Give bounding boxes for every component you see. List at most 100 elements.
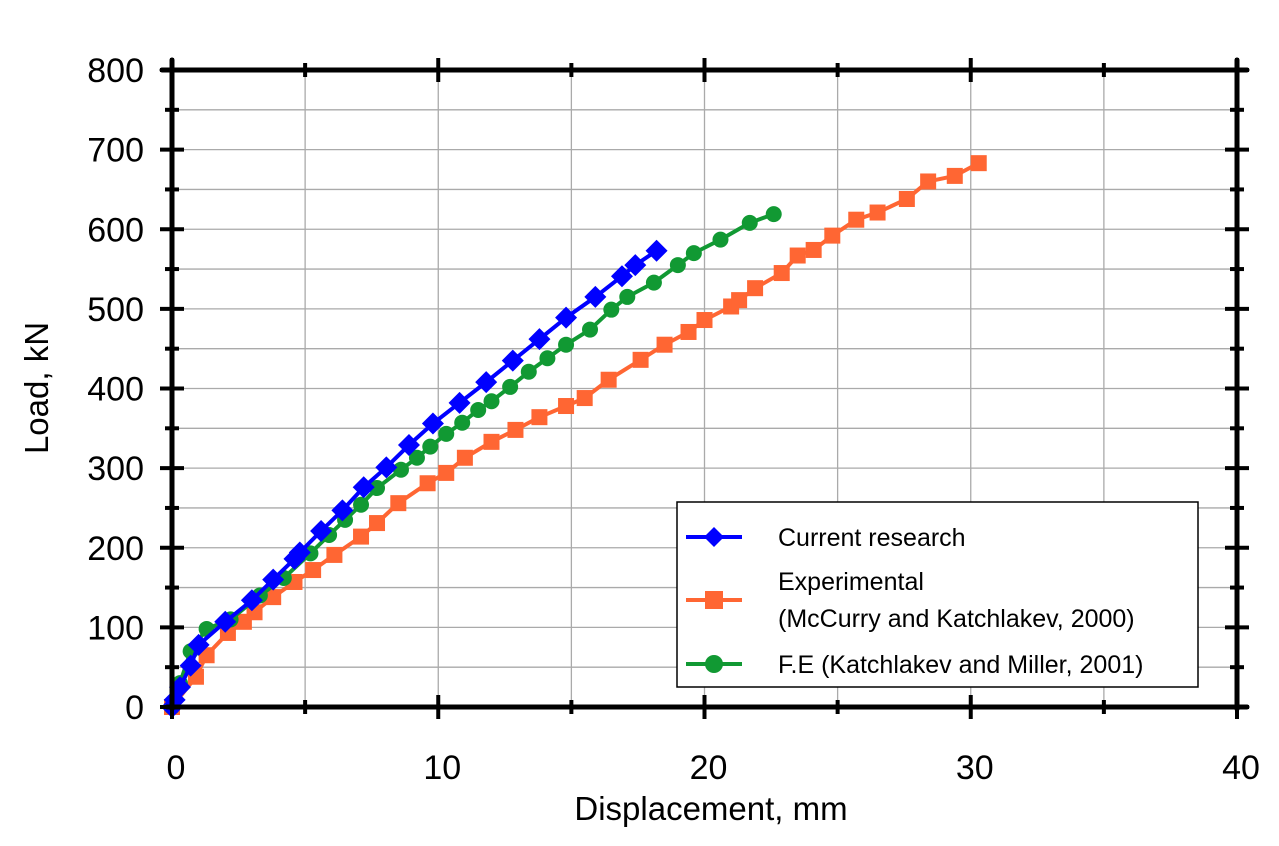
y-tick-label: 400 — [87, 371, 144, 409]
legend-label: F.E (Katchlakev and Miller, 2001) — [778, 651, 1143, 679]
square-marker-icon — [946, 167, 963, 184]
circle-marker-icon — [619, 288, 636, 305]
diamond-marker-icon — [475, 371, 498, 394]
diamond-marker-icon — [421, 412, 444, 435]
circle-marker-icon — [685, 245, 702, 262]
diamond-marker-icon — [584, 285, 607, 308]
legend-label-line-2: (McCurry and Katchlakev, 2000) — [778, 605, 1135, 633]
square-marker-icon — [789, 247, 806, 264]
circle-marker-icon — [470, 401, 487, 418]
circle-marker-icon — [454, 414, 471, 431]
circle-marker-icon — [438, 425, 455, 442]
square-marker-icon — [305, 562, 322, 579]
axes — [159, 57, 1250, 719]
y-axis-title: Load, kN — [18, 322, 55, 454]
legend-label: Current research — [778, 524, 966, 552]
square-marker-icon — [680, 323, 697, 340]
square-marker-icon — [507, 421, 524, 438]
square-marker-icon — [747, 280, 764, 297]
diamond-marker-icon — [331, 499, 354, 522]
square-marker-icon — [558, 398, 575, 415]
tick-labels: 0 100 200 300 400 500 600 700 800 0 10 20 30 40 — [87, 52, 1260, 787]
diamond-marker-icon — [179, 654, 202, 677]
circle-marker-icon — [603, 301, 620, 318]
diamond-marker-icon — [501, 349, 524, 372]
circle-marker-icon — [539, 350, 556, 367]
diamond-marker-icon — [645, 239, 668, 262]
y-tick-label: 100 — [87, 609, 144, 647]
diamond-marker-icon — [187, 633, 210, 656]
circle-marker-icon — [408, 449, 425, 466]
y-tick-label: 0 — [125, 689, 144, 727]
diamond-marker-icon — [262, 568, 285, 591]
circle-marker-icon — [558, 336, 575, 353]
series-circle — [164, 206, 782, 715]
legend-entry-fe: F.E (Katchlakev and Miller, 2001) — [686, 651, 1143, 679]
square-marker-icon — [438, 464, 455, 481]
square-marker-icon — [531, 409, 548, 426]
circle-marker-icon — [712, 231, 729, 248]
square-marker-icon — [848, 211, 865, 228]
circle-marker-icon — [520, 363, 537, 380]
square-marker-icon — [805, 241, 822, 258]
circle-marker-icon — [483, 393, 500, 410]
legend: Current research Experimental (McCurry a… — [676, 501, 1199, 688]
square-marker-icon — [898, 190, 915, 207]
x-axis-title: Displacement, mm — [574, 790, 847, 827]
diamond-marker-icon — [352, 476, 375, 499]
square-marker-icon — [773, 265, 790, 282]
circle-marker-icon — [582, 321, 599, 338]
legend-entry-current-research: Current research — [686, 524, 966, 552]
y-tick-label: 300 — [87, 450, 144, 488]
diamond-marker-icon — [240, 589, 263, 612]
diamond-marker-icon — [310, 520, 333, 543]
square-marker-icon — [483, 433, 500, 450]
square-marker-icon — [696, 312, 713, 329]
circle-marker-icon — [392, 461, 409, 478]
square-marker-icon — [456, 449, 473, 466]
square-marker-icon — [656, 336, 673, 353]
square-marker-icon — [869, 204, 886, 221]
y-tick-label: 500 — [87, 291, 144, 329]
square-marker-icon — [353, 528, 370, 545]
data-series — [161, 155, 987, 718]
series-diamond — [161, 239, 668, 718]
diamond-marker-icon — [610, 265, 633, 288]
diamond-marker-icon — [288, 541, 311, 564]
square-marker-icon — [824, 227, 841, 244]
circle-marker-icon — [353, 496, 370, 513]
square-marker-icon — [705, 591, 723, 609]
y-tick-label: 700 — [87, 132, 144, 170]
square-marker-icon — [970, 155, 987, 172]
y-tick-label: 600 — [87, 211, 144, 249]
diamond-marker-icon — [214, 610, 237, 633]
y-tick-label: 200 — [87, 530, 144, 568]
square-marker-icon — [419, 475, 436, 492]
square-marker-icon — [731, 292, 748, 309]
y-tick-label: 800 — [87, 52, 144, 90]
legend-box — [676, 501, 1199, 688]
diamond-marker-icon — [397, 434, 420, 457]
diamond-marker-icon — [448, 391, 471, 414]
x-tick-label: 20 — [690, 749, 728, 787]
x-tick-label: 10 — [423, 749, 461, 787]
diamond-marker-icon — [704, 527, 724, 547]
diamond-marker-icon — [555, 306, 578, 329]
legend-entry-experimental: Experimental (McCurry and Katchlakev, 20… — [686, 568, 1135, 633]
series-line — [170, 249, 658, 708]
circle-marker-icon — [765, 206, 782, 223]
diamond-marker-icon — [375, 456, 398, 479]
square-marker-icon — [369, 515, 386, 532]
square-marker-icon — [920, 173, 937, 190]
square-marker-icon — [265, 589, 282, 606]
square-marker-icon — [576, 390, 593, 407]
x-tick-label: 30 — [956, 749, 994, 787]
square-marker-icon — [600, 371, 617, 388]
circle-marker-icon — [645, 274, 662, 291]
circle-marker-icon — [502, 378, 519, 395]
circle-marker-icon — [369, 480, 386, 497]
circle-marker-icon — [741, 214, 758, 231]
circle-marker-icon — [669, 257, 686, 274]
legend-label: Experimental — [778, 568, 924, 596]
